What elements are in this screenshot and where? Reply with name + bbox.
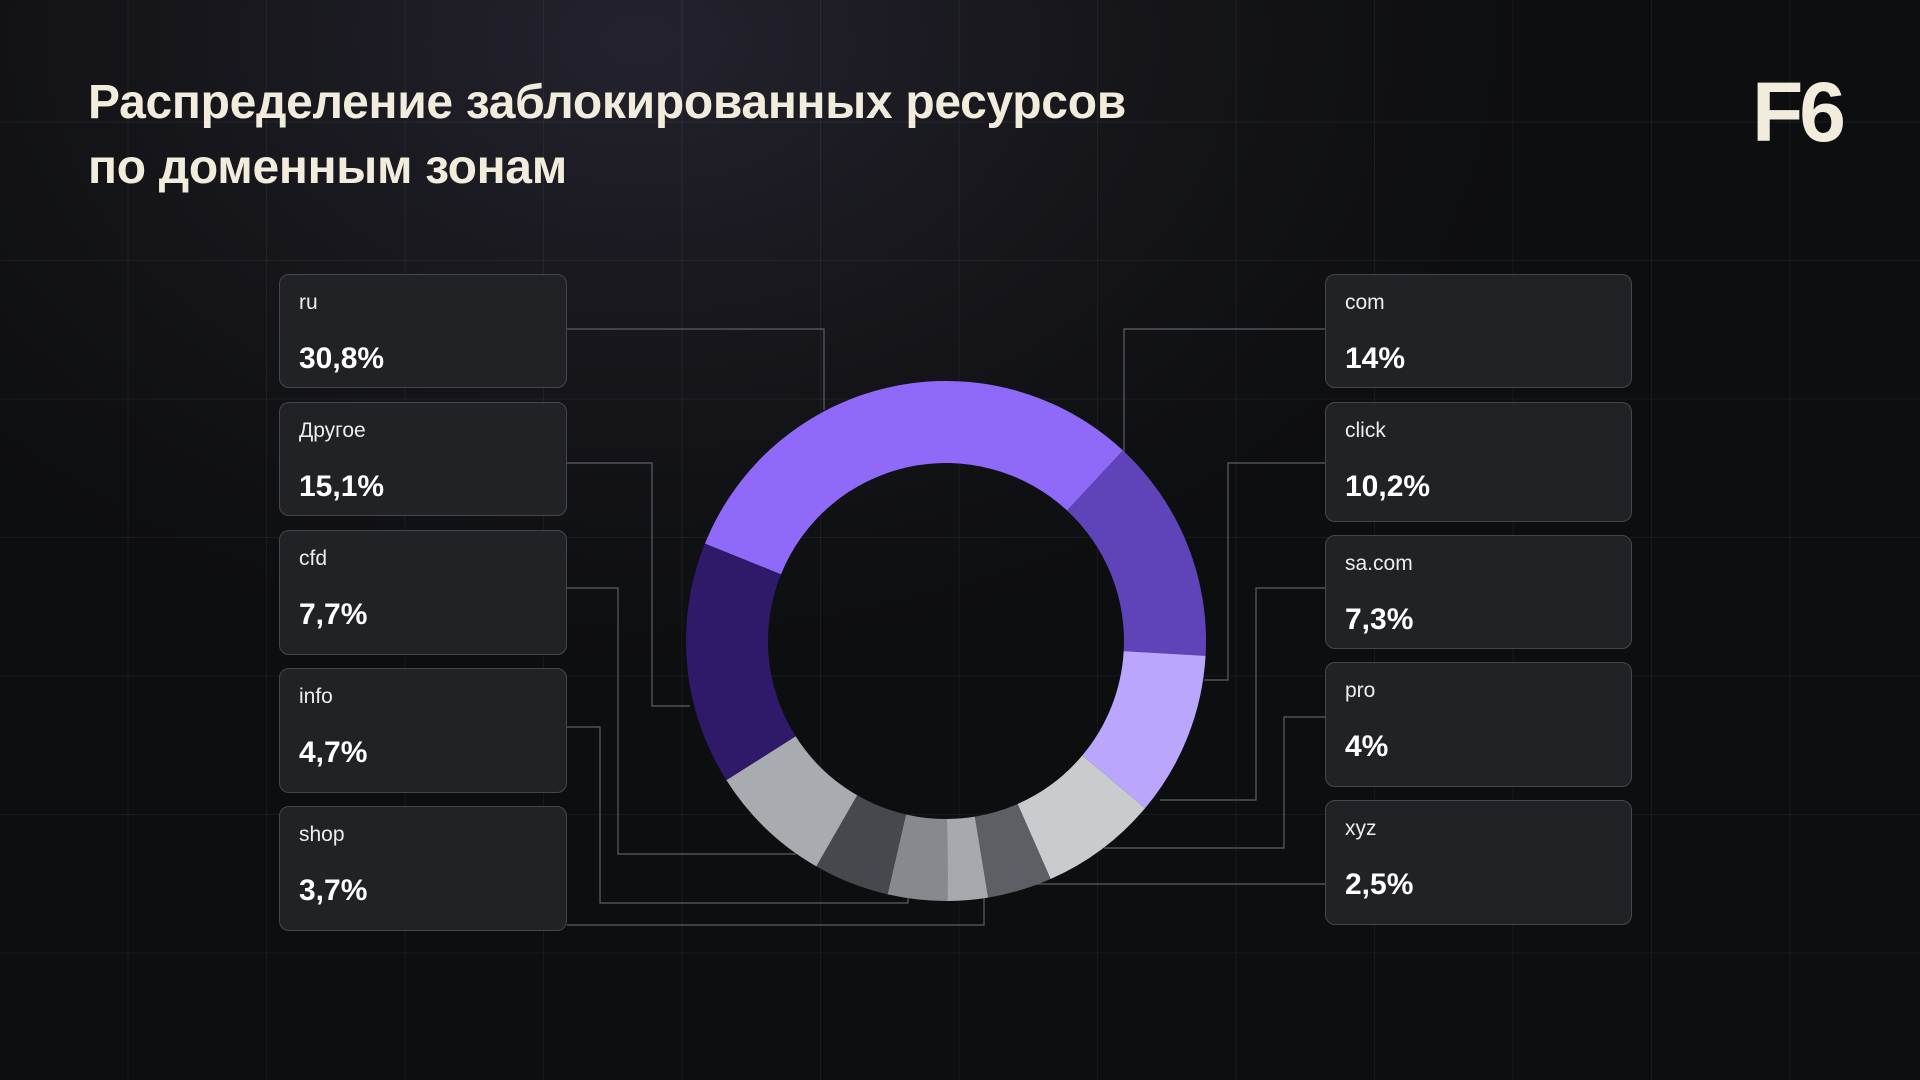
- leader-lines: [567, 328, 1325, 926]
- slice-shop: [887, 814, 948, 902]
- legend-value: 10,2%: [1345, 470, 1431, 503]
- legend-label: xyz: [1345, 817, 1377, 840]
- legend-label: sa.com: [1345, 552, 1413, 575]
- legend-value: 30,8%: [299, 342, 385, 375]
- legend-label: click: [1345, 419, 1386, 442]
- legend-label: shop: [299, 823, 345, 846]
- slice-click: [1082, 651, 1206, 809]
- slice-sa-com: [1017, 755, 1146, 880]
- legend-card-sa-com: sa.com 7,3%: [1325, 535, 1632, 649]
- leader-line-pro: [1104, 716, 1325, 849]
- brand-logo: F6: [1752, 65, 1846, 159]
- legend-card-other: Другое 15,1%: [279, 402, 567, 516]
- legend-card-com: com 14%: [1325, 274, 1632, 388]
- legend-value: 7,7%: [299, 598, 368, 631]
- slice-ru: [704, 381, 1123, 575]
- slice-other: [686, 543, 796, 781]
- legend-label: info: [299, 685, 333, 708]
- leader-line-sa-com: [1160, 587, 1325, 801]
- legend-value: 14%: [1345, 342, 1406, 375]
- donut-slices: [686, 381, 1206, 902]
- slice-com: [1067, 450, 1206, 656]
- legend-card-xyz: xyz 2,5%: [1325, 800, 1632, 925]
- legend-card-ru: ru 30,8%: [279, 274, 567, 388]
- legend-card-shop: shop 3,7%: [279, 806, 567, 931]
- legend-label: Другое: [299, 419, 366, 442]
- legend-card-cfd: cfd 7,7%: [279, 530, 567, 655]
- legend-card-info: info 4,7%: [279, 668, 567, 793]
- legend-label: pro: [1345, 679, 1376, 702]
- legend-label: com: [1345, 291, 1385, 314]
- legend-label: ru: [299, 291, 318, 314]
- legend-card-click: click 10,2%: [1325, 402, 1632, 522]
- slice-xyz: [946, 816, 989, 901]
- leader-line-other: [567, 462, 690, 707]
- page-title: Распределение заблокированных ресурсов п…: [88, 70, 1288, 200]
- legend-value: 4%: [1345, 730, 1389, 763]
- slice-cfd: [726, 736, 858, 867]
- legend-value: 7,3%: [1345, 603, 1414, 636]
- leader-line-ru: [567, 328, 825, 410]
- legend-value: 4,7%: [299, 736, 368, 769]
- legend-label: cfd: [299, 547, 328, 570]
- leader-line-shop: [567, 892, 985, 926]
- title-line-1: Распределение заблокированных ресурсов: [88, 76, 1126, 129]
- legend-value: 15,1%: [299, 470, 385, 503]
- slice-info: [816, 795, 906, 895]
- legend-card-pro: pro 4%: [1325, 662, 1632, 787]
- slice-pro: [974, 803, 1051, 898]
- leader-line-com: [1123, 328, 1325, 455]
- leader-line-cfd: [567, 587, 796, 855]
- legend-value: 3,7%: [299, 874, 368, 907]
- legend-value: 2,5%: [1345, 868, 1414, 901]
- leader-line-click: [1204, 462, 1325, 681]
- title-line-2: по доменным зонам: [88, 141, 567, 194]
